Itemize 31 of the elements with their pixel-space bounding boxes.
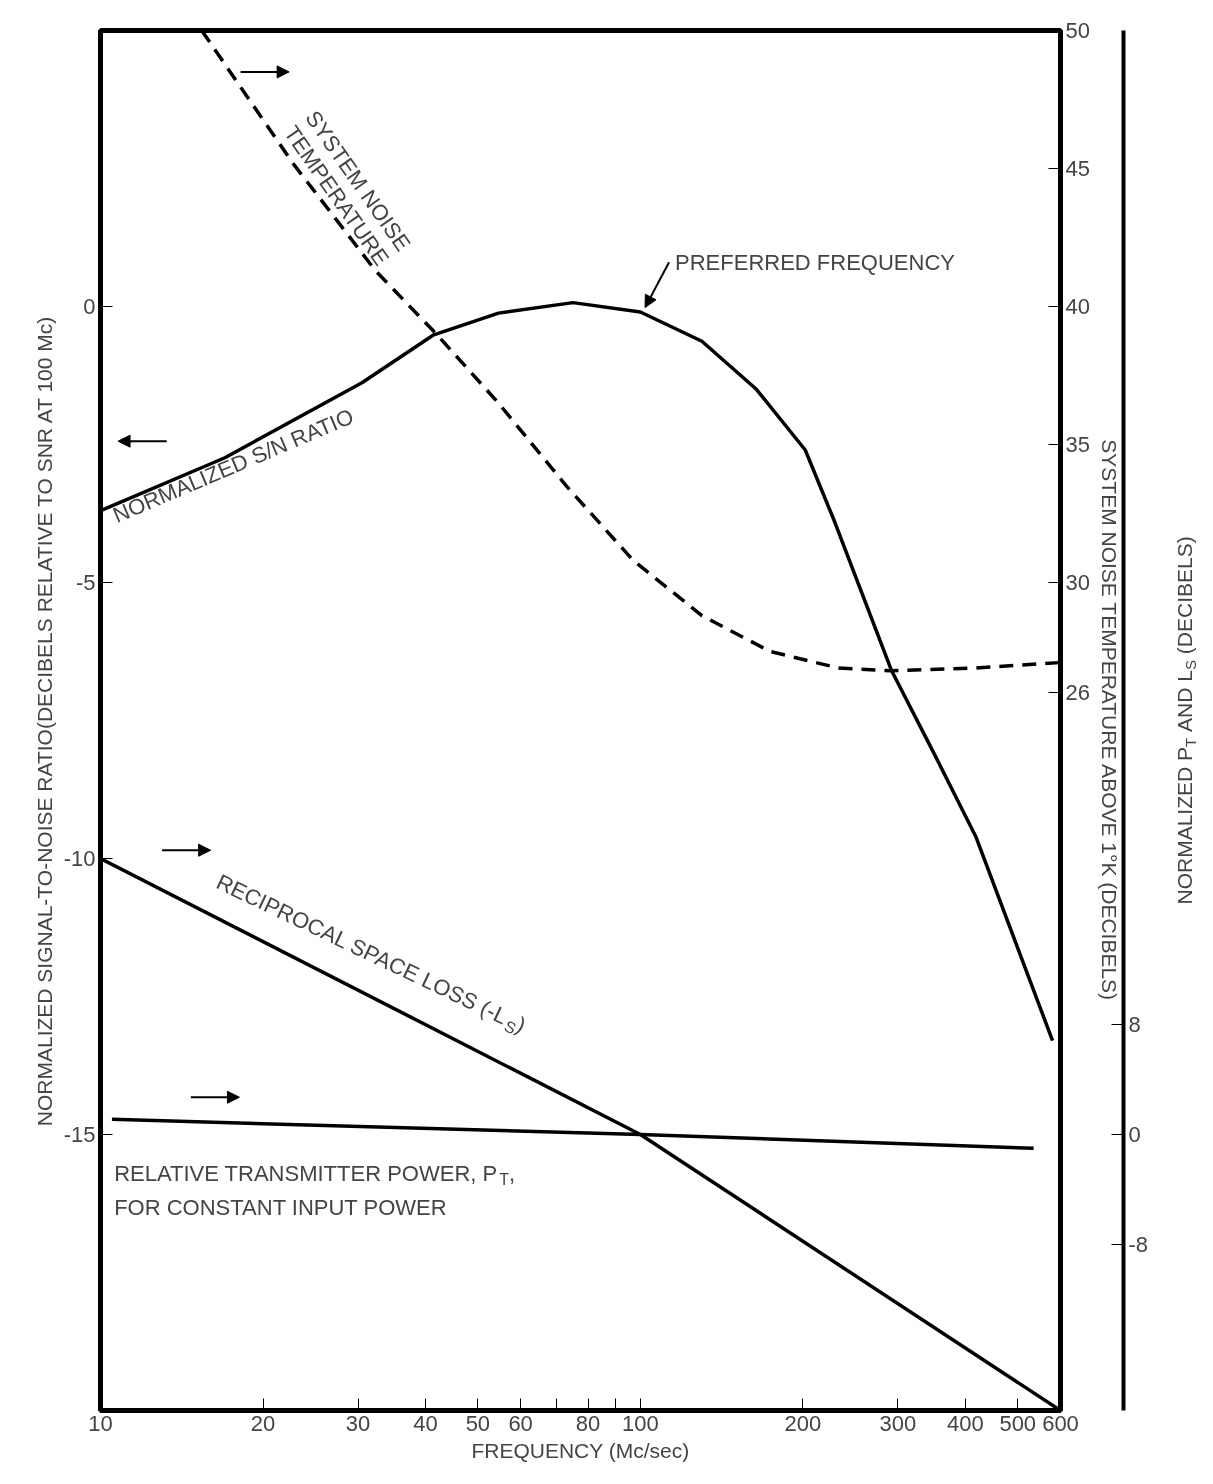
y2-tick-label: 30: [1065, 570, 1090, 595]
annotation: PREFERRED FREQUENCY: [675, 249, 956, 275]
y-tick-label: -5: [75, 570, 96, 595]
x-tick-label: 500: [999, 1410, 1037, 1436]
y3-tick-label: -8: [1128, 1232, 1149, 1258]
y2-tick-label: 40: [1065, 294, 1090, 319]
x-tick-label: 20: [250, 1410, 276, 1436]
y-axis-title: NORMALIZED SIGNAL-TO-NOISE RATIO(DECIBELS RELATIVE TO SNR AT 100 Mc): [32, 316, 56, 1127]
y2-tick-label: 35: [1065, 432, 1090, 457]
y3-tick-label: 8: [1128, 1011, 1141, 1037]
y3-axis-title: NORMALIZED PT AND LS (DECIBELS): [1173, 536, 1200, 905]
x-tick-label: 400: [947, 1410, 984, 1436]
y2-tick-label: 45: [1065, 156, 1090, 181]
x-tick-label: 600: [1042, 1410, 1079, 1436]
y-tick-label: -10: [63, 846, 96, 871]
x-tick-label: 50: [465, 1410, 491, 1436]
x-axis-title: FREQUENCY (Mc/sec): [471, 1438, 690, 1462]
y3-tick-label: 0: [1128, 1122, 1141, 1147]
x-tick-label: 80: [575, 1410, 601, 1436]
x-tick-label: 300: [879, 1410, 917, 1436]
x-tick-label: 10: [88, 1410, 113, 1436]
x-tick-label: 30: [345, 1410, 371, 1436]
y-tick-label: 0: [83, 294, 96, 319]
x-tick-label: 60: [508, 1410, 533, 1436]
y2-tick-label: 50: [1065, 18, 1090, 43]
y-tick-label: -15: [63, 1122, 96, 1147]
x-tick-label: 40: [413, 1410, 438, 1436]
x-tick-label: 200: [784, 1410, 822, 1436]
x-tick-label: 100: [622, 1410, 659, 1436]
y2-tick-label: 26: [1065, 680, 1090, 706]
y2-axis-title: SYSTEM NOISE TEMPERATURE ABOVE 1°K (DECIBELS): [1097, 439, 1121, 1001]
